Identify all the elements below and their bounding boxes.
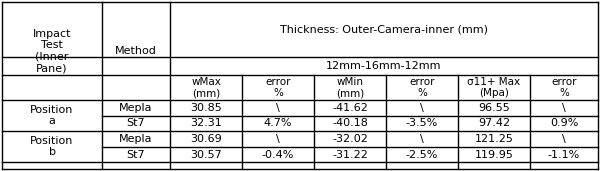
Text: Impact
Test
(Inner
Pane): Impact Test (Inner Pane) <box>33 29 71 73</box>
Text: \: \ <box>420 134 424 144</box>
Text: wMax
(mm): wMax (mm) <box>191 77 221 98</box>
Text: -40.18: -40.18 <box>332 119 368 128</box>
Text: error
%: error % <box>551 77 577 98</box>
Text: \: \ <box>420 103 424 113</box>
Text: \: \ <box>276 103 280 113</box>
Text: wMin
(mm): wMin (mm) <box>336 77 364 98</box>
Text: -32.02: -32.02 <box>332 134 368 144</box>
Text: -2.5%: -2.5% <box>406 149 438 160</box>
Text: 30.57: 30.57 <box>190 149 222 160</box>
Text: 0.9%: 0.9% <box>550 119 578 128</box>
Text: -3.5%: -3.5% <box>406 119 438 128</box>
Text: \: \ <box>562 134 566 144</box>
Text: \: \ <box>562 103 566 113</box>
Text: 121.25: 121.25 <box>475 134 514 144</box>
Text: Mepla: Mepla <box>119 134 153 144</box>
Text: error
%: error % <box>409 77 435 98</box>
Text: error
%: error % <box>265 77 291 98</box>
Text: 119.95: 119.95 <box>475 149 514 160</box>
Text: -0.4%: -0.4% <box>262 149 294 160</box>
Text: 12mm-16mm-12mm: 12mm-16mm-12mm <box>326 61 442 71</box>
Text: Method: Method <box>115 46 157 56</box>
Text: St7: St7 <box>127 119 145 128</box>
Text: Position
a: Position a <box>31 105 74 126</box>
Text: -1.1%: -1.1% <box>548 149 580 160</box>
Text: 97.42: 97.42 <box>478 119 510 128</box>
Text: 4.7%: 4.7% <box>264 119 292 128</box>
Text: -31.22: -31.22 <box>332 149 368 160</box>
Text: Thickness: Outer-Camera-inner (mm): Thickness: Outer-Camera-inner (mm) <box>280 24 488 35</box>
Text: \: \ <box>276 134 280 144</box>
Text: Mepla: Mepla <box>119 103 153 113</box>
Text: 96.55: 96.55 <box>478 103 510 113</box>
Text: 32.31: 32.31 <box>190 119 222 128</box>
Text: Position
b: Position b <box>31 136 74 157</box>
Text: σ11+ Max
(Mpa): σ11+ Max (Mpa) <box>467 77 521 98</box>
Text: 30.69: 30.69 <box>190 134 222 144</box>
Text: 30.85: 30.85 <box>190 103 222 113</box>
Text: -41.62: -41.62 <box>332 103 368 113</box>
Text: St7: St7 <box>127 149 145 160</box>
